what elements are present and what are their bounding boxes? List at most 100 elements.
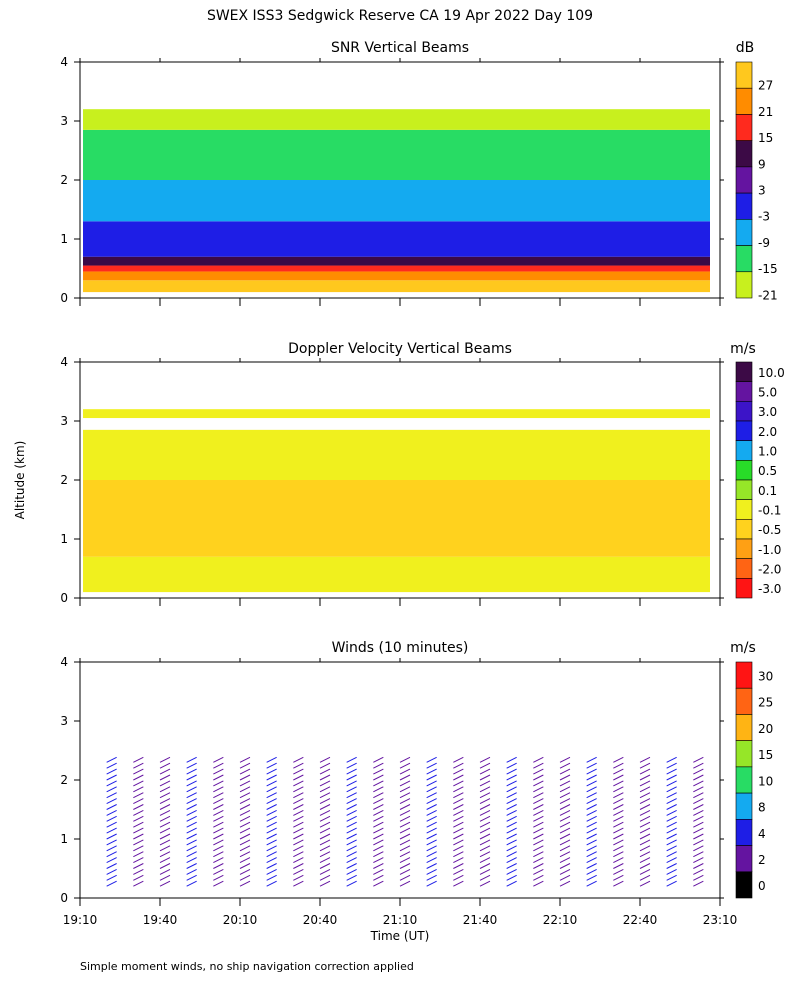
colorbar-swatch (735, 166, 753, 194)
wind-barb (399, 863, 411, 869)
wind-barb (453, 804, 464, 810)
wind-barb (159, 762, 171, 769)
wind-barb (533, 863, 544, 869)
wind-barb (399, 786, 411, 793)
wind-barb (426, 798, 437, 805)
wind-barb (533, 827, 544, 834)
wind-barb (399, 833, 411, 840)
colorbar-label: -0.1 (758, 503, 781, 517)
colorbar-swatch (735, 519, 753, 540)
wind-barb (346, 821, 357, 828)
wind-barb (613, 857, 624, 864)
colorbar-swatch (735, 401, 753, 422)
wind-barb (373, 804, 384, 810)
wind-barb (426, 792, 437, 799)
wind-barb (426, 762, 437, 769)
wind-barb (133, 857, 144, 864)
wind-barb (693, 863, 704, 869)
wind-barb (133, 863, 144, 869)
wind-barb (266, 804, 277, 810)
wind-barb (453, 880, 464, 887)
wind-barb (346, 762, 357, 769)
wind-barb (159, 851, 171, 858)
wind-barb (586, 880, 597, 887)
wind-barb (666, 827, 677, 834)
wind-barb (426, 868, 437, 875)
wind-barb (533, 804, 544, 810)
wind-barb (373, 868, 384, 875)
wind-barb (559, 857, 571, 864)
wind-barb (533, 792, 544, 799)
wind-barb (506, 756, 517, 763)
wind-barb (479, 809, 491, 816)
wind-barb (479, 774, 491, 781)
wind-barb (426, 786, 437, 793)
colorbar-swatch (735, 538, 753, 559)
colorbar-label: -21 (758, 288, 778, 302)
wind-barb (453, 839, 464, 846)
colorbar-label: 15 (758, 748, 773, 762)
wind-barb (506, 851, 517, 858)
wind-barb (373, 762, 384, 769)
wind-barb (159, 774, 171, 781)
wind-barb (319, 833, 331, 840)
snr-layer (83, 271, 710, 281)
wind-barb (239, 815, 251, 822)
wind-barb (506, 827, 517, 834)
wind-barb (639, 809, 651, 816)
wind-barb (319, 798, 331, 805)
doppler-plot-area (83, 409, 710, 593)
wind-barb (133, 798, 144, 805)
wind-barb (266, 827, 277, 834)
wind-barb (133, 827, 144, 834)
wind-barb (426, 821, 437, 828)
wind-barb (186, 827, 197, 834)
wind-barb (266, 762, 277, 769)
wind-barb (453, 786, 464, 793)
wind-barb (426, 857, 437, 864)
wind-barb (533, 809, 544, 816)
y-tick-label: 2 (60, 473, 68, 487)
wind-barb (293, 780, 304, 787)
wind-barb (506, 809, 517, 816)
wind-barb (426, 756, 437, 763)
y-tick-label: 1 (60, 532, 68, 546)
wind-barb (213, 804, 224, 810)
wind-barb (319, 821, 331, 828)
wind-barb (479, 833, 491, 840)
wind-barb (666, 804, 677, 810)
wind-barb (159, 833, 171, 840)
wind-barb (613, 815, 624, 822)
wind-barb (613, 768, 624, 775)
wind-barb (666, 756, 677, 763)
doppler-y-ticks: 0 1 2 3 4 (60, 355, 724, 605)
wind-barb (186, 833, 197, 840)
snr-colorbar: 27 21 15 9 3 -3 -9 -15 -21 (735, 61, 778, 302)
x-tick-label: 19:40 (143, 913, 178, 927)
wind-barb (506, 768, 517, 775)
colorbar-swatch (735, 460, 753, 481)
wind-barb (586, 809, 597, 816)
wind-barb (453, 821, 464, 828)
wind-barb (533, 851, 544, 858)
wind-barb (266, 863, 277, 869)
wind-barb (453, 868, 464, 875)
wind-barb (666, 798, 677, 805)
colorbar-swatch (735, 140, 753, 168)
colorbar-swatch (735, 845, 753, 873)
wind-barb (639, 863, 651, 869)
wind-barb (293, 839, 304, 846)
wind-barb (213, 786, 224, 793)
wind-barb (373, 851, 384, 858)
wind-barb (186, 798, 197, 805)
wind-barb (293, 851, 304, 858)
wind-barb (106, 863, 117, 869)
wind-barb (106, 827, 117, 834)
wind-barb (319, 768, 331, 775)
doppler-layer (83, 429, 710, 480)
wind-barb (239, 780, 251, 787)
wind-barb (239, 874, 251, 881)
wind-barb (106, 874, 117, 881)
wind-barb (479, 762, 491, 769)
